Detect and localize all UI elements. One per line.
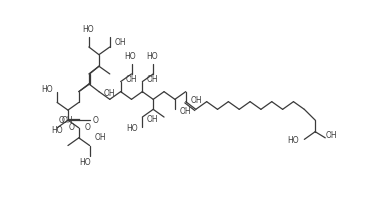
Text: O: O [59, 116, 65, 125]
Text: O: O [68, 123, 74, 132]
Text: OH: OH [179, 107, 191, 116]
Text: OH: OH [126, 75, 138, 84]
Text: OH: OH [147, 75, 159, 84]
Text: OH: OH [114, 38, 126, 47]
Text: OH: OH [325, 131, 337, 140]
Text: OH: OH [62, 116, 73, 125]
Text: HO: HO [52, 126, 63, 135]
Text: OH: OH [104, 89, 115, 98]
Text: HO: HO [124, 52, 136, 61]
Text: OH: OH [191, 96, 202, 105]
Text: O: O [93, 116, 99, 125]
Text: HO: HO [79, 158, 91, 167]
Text: HO: HO [126, 124, 138, 133]
Text: HO: HO [41, 85, 53, 94]
Text: OH: OH [94, 133, 106, 142]
Text: HO: HO [146, 52, 158, 61]
Text: O: O [85, 123, 91, 132]
Text: HO: HO [82, 25, 94, 34]
Text: OH: OH [147, 115, 159, 124]
Text: HO: HO [287, 137, 299, 145]
